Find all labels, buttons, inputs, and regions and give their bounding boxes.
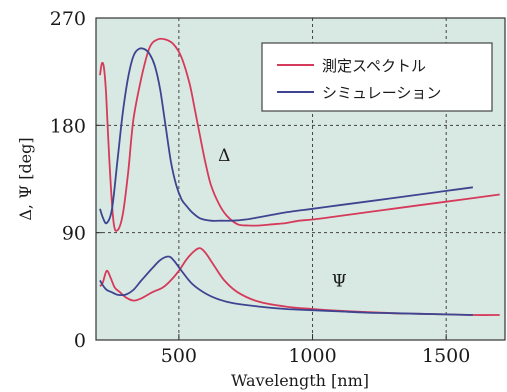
legend: 測定スペクトル シミュレーション <box>261 42 493 112</box>
annotation-psi: Ψ <box>332 271 347 291</box>
annotations: ΔΨ <box>218 146 347 291</box>
x-tick-label-2: 1500 <box>422 345 470 367</box>
legend-label-measured: 測定スペクトル <box>322 57 426 75</box>
y-axis-label: Δ, Ψ [deg] <box>16 137 35 220</box>
ticks: 0 90 180 270 500 1000 1500 <box>50 8 471 367</box>
series-line-simulation-psi <box>99 255 473 316</box>
x-axis-label: Wavelength [nm] <box>231 371 369 390</box>
legend-label-simulation: シミュレーション <box>322 84 441 102</box>
series-line-simulation-delta <box>99 47 474 225</box>
annotation-delta: Δ <box>218 146 230 166</box>
series-line-measured-delta <box>99 37 500 232</box>
plot-frame <box>95 17 506 341</box>
grid <box>96 18 505 340</box>
y-tick-label-0: 0 <box>74 330 86 352</box>
series-layer <box>99 37 500 316</box>
y-tick-label-1: 90 <box>62 223 86 245</box>
x-tick-label-0: 500 <box>161 345 197 367</box>
x-tick-label-1: 1000 <box>288 345 336 367</box>
y-tick-label-3: 270 <box>50 8 86 30</box>
legend-box <box>261 42 493 112</box>
y-tick-label-2: 180 <box>50 115 86 137</box>
